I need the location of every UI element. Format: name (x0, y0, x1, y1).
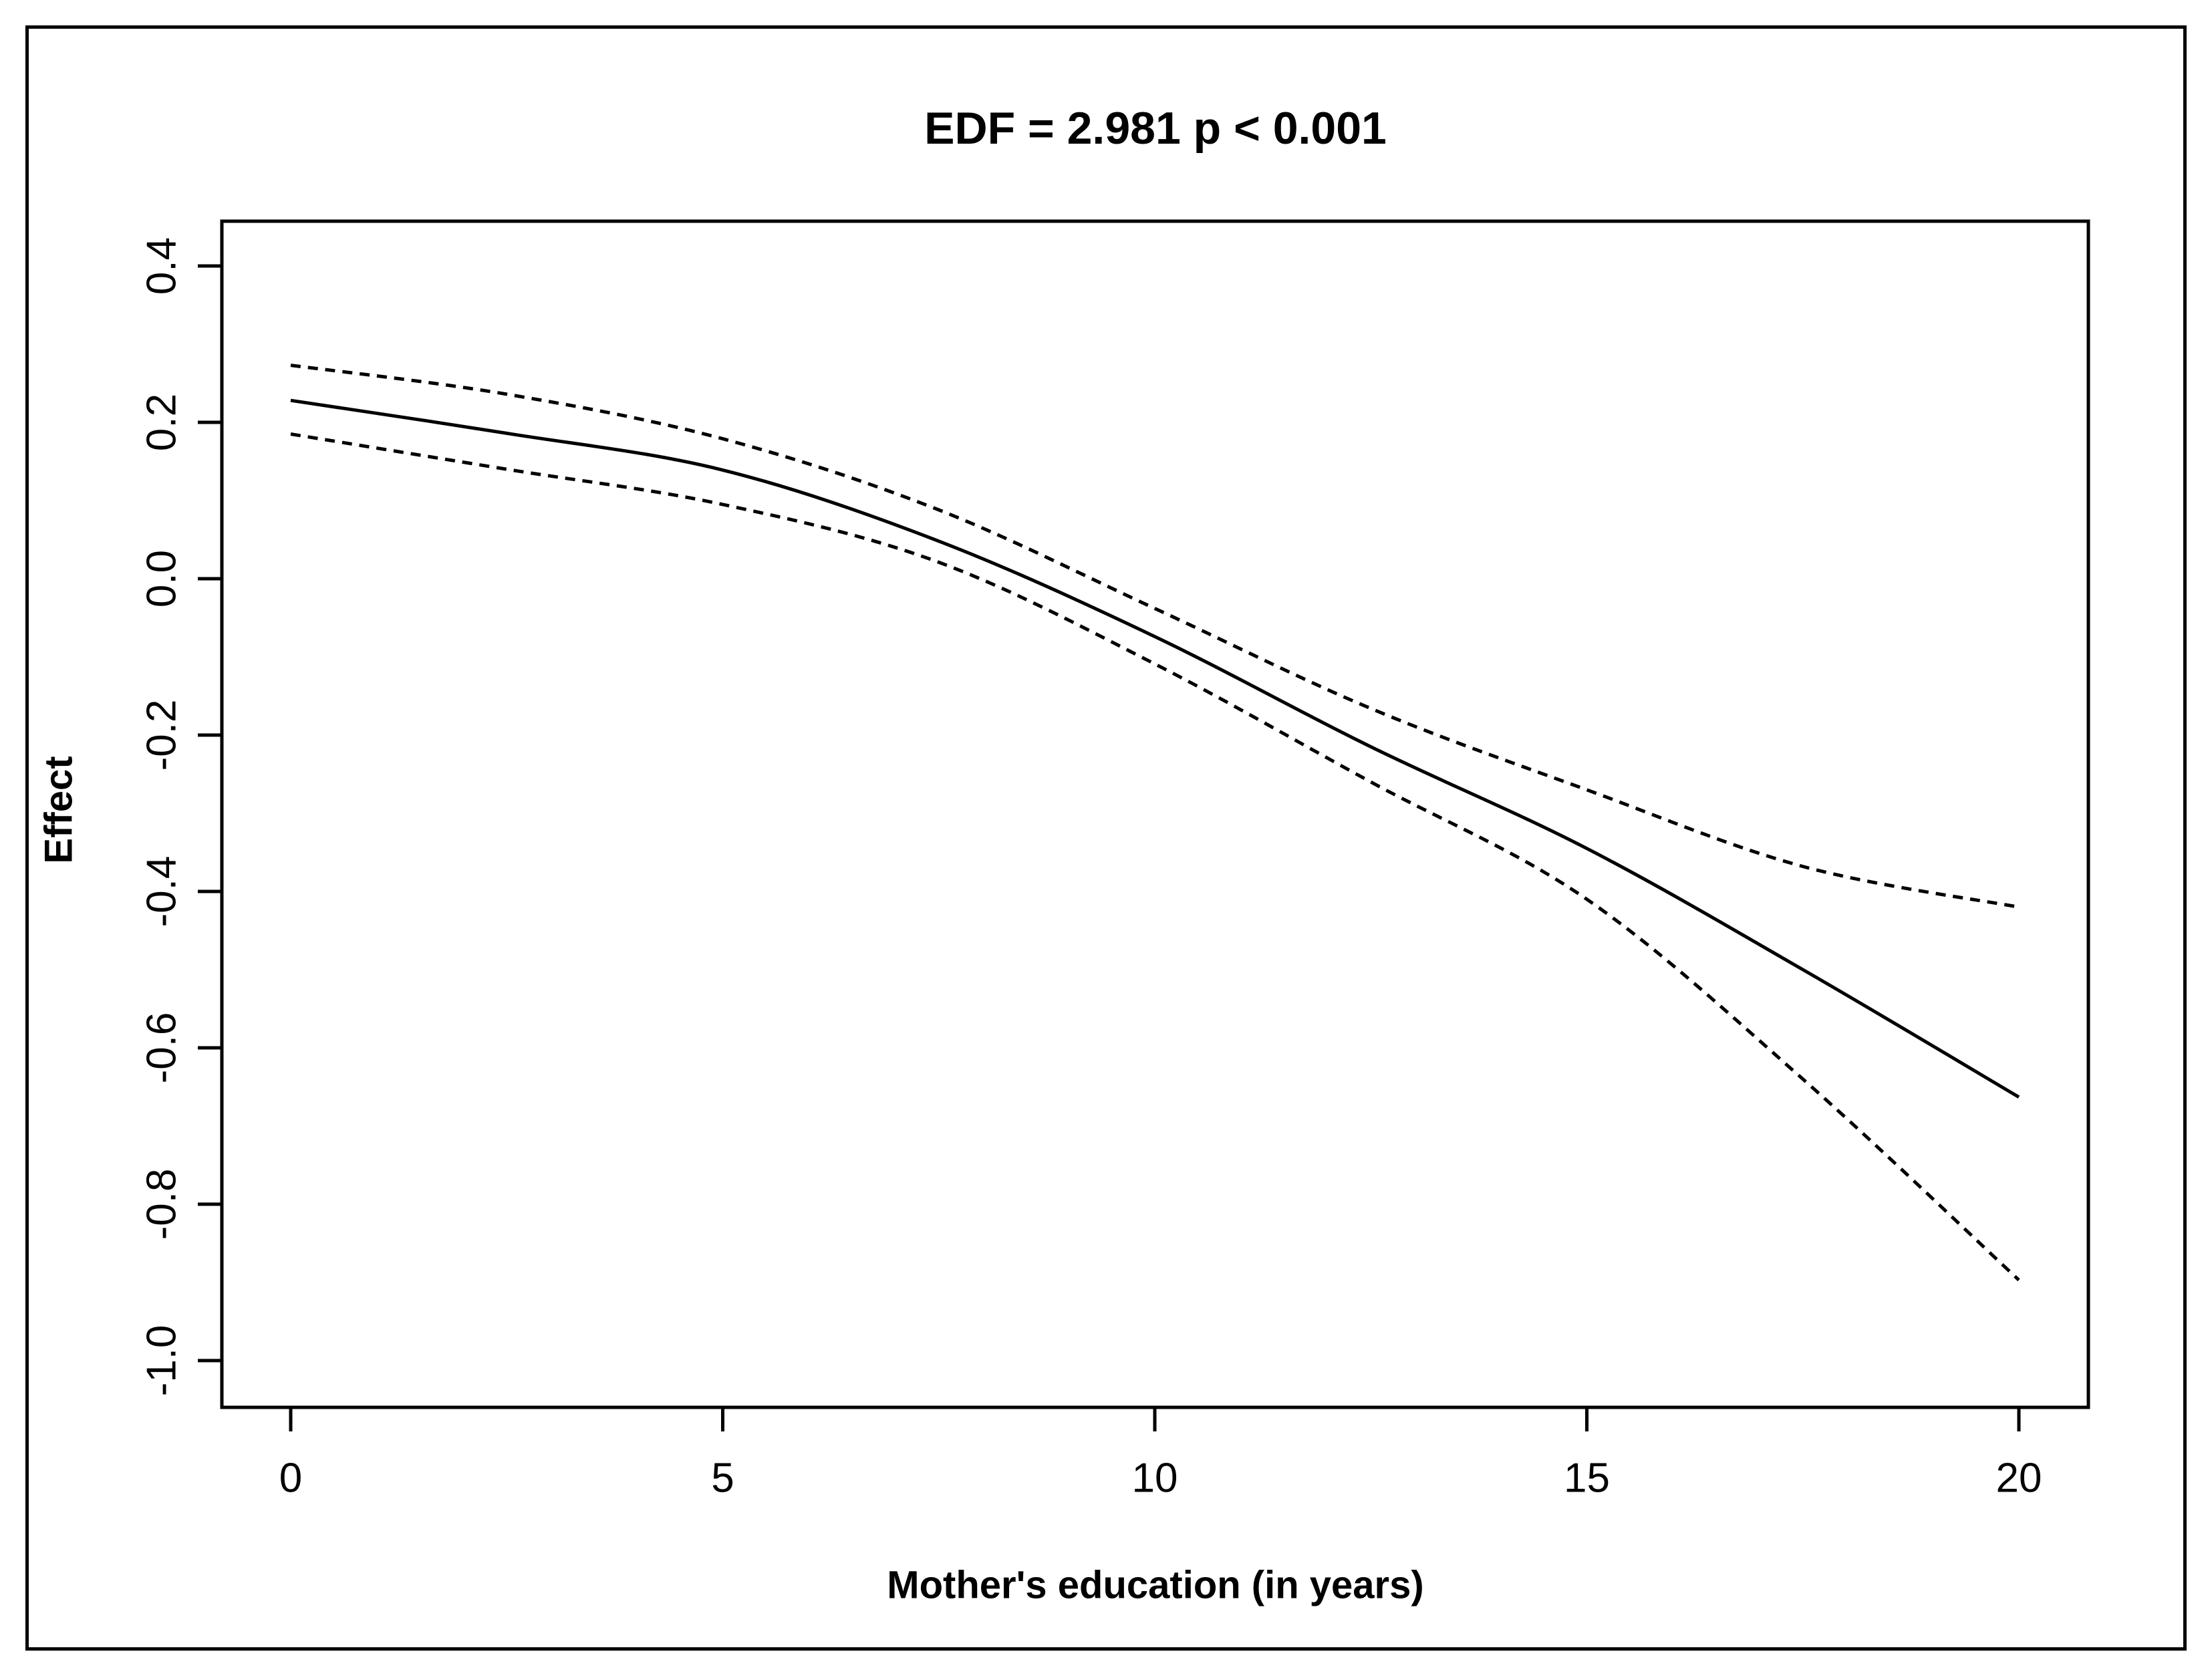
y-tick-label: 0.0 (138, 549, 185, 608)
x-tick-label: 20 (1995, 1455, 2042, 1502)
plot-box (220, 219, 2090, 1409)
chart-title: EDF = 2.981 p < 0.001 (924, 103, 1387, 154)
y-axis-title: Effect (37, 756, 81, 864)
smooth-estimate-line (290, 398, 2020, 1099)
x-tick-label: 5 (711, 1455, 734, 1502)
x-tick-label: 0 (279, 1455, 303, 1502)
y-tick-label: -0.4 (138, 855, 185, 928)
upper-95ci-line (290, 364, 2020, 909)
y-tick-label: 0.4 (138, 237, 185, 295)
y-tick-label: -1.0 (138, 1324, 185, 1397)
x-tick-label: 15 (1564, 1455, 1610, 1502)
y-tick-label: -0.2 (138, 699, 185, 771)
y-tick-label: 0.2 (138, 393, 185, 452)
y-tick-label: -0.6 (138, 1012, 185, 1084)
y-tick-label: -0.8 (138, 1168, 185, 1240)
x-axis-title: Mother's education (in years) (887, 1563, 1424, 1607)
x-tick-label: 10 (1131, 1455, 1178, 1502)
figure-border (25, 25, 2187, 1651)
lower-95ci-line (290, 432, 2020, 1282)
